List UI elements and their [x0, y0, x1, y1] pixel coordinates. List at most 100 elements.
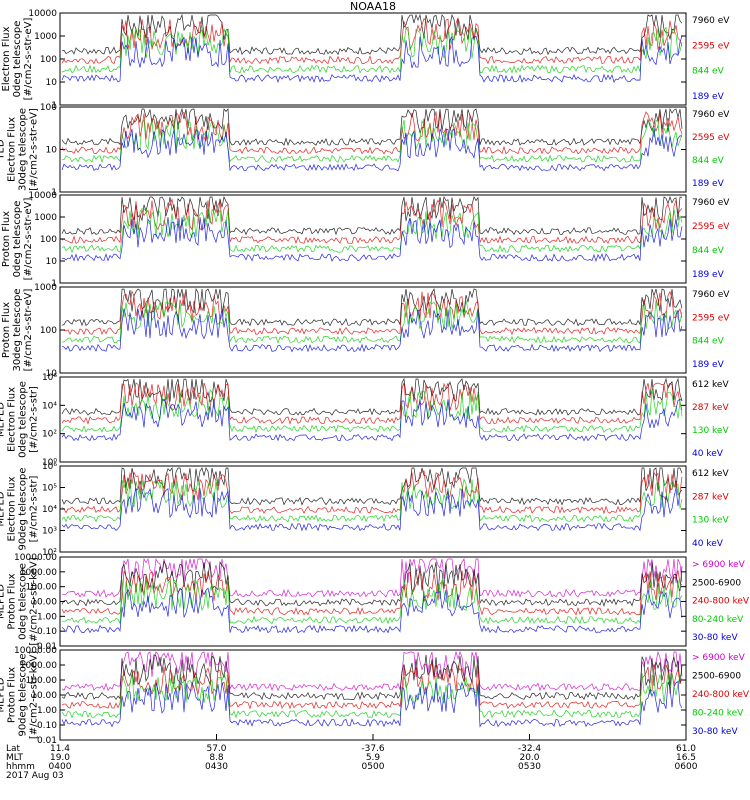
ylabel-line: [#/cm2-s-str]	[29, 475, 40, 542]
series-trace	[61, 680, 683, 728]
series-trace	[61, 308, 683, 353]
ylabel-line: MEPED	[0, 402, 7, 437]
ylabel-line: 0deg telescope	[18, 563, 29, 640]
ylabel-line: 90deg telescope	[18, 467, 29, 550]
panel-frame-1	[59, 12, 687, 106]
ytick-label: 10	[46, 257, 58, 267]
ylabel-line: 0deg telescope	[12, 201, 23, 278]
ylabel-line: Proton Flux	[1, 211, 12, 267]
xtick-hhmm: 0400	[49, 762, 72, 772]
ylabel-line: [#/cm2-s-str-keV]	[29, 557, 40, 645]
panel-ylabel-5: MEPEDElectron Flux0deg telescope[#/cm2-s…	[0, 381, 40, 458]
legend-entry: 7960 eV	[692, 290, 730, 300]
series-trace	[61, 389, 683, 434]
series-trace	[61, 467, 683, 506]
legend-entry: 287 keV	[692, 492, 729, 502]
ytick-label: 10000	[28, 191, 57, 201]
ylabel-line: Proton Flux	[7, 667, 18, 723]
ytick-label: 10⁶	[42, 462, 57, 472]
ytick-label: 100	[40, 55, 57, 65]
ylabel-line: [#/cm2-s-str]	[29, 386, 40, 453]
ytick-label: 0.10	[37, 627, 57, 637]
xtick-lat: 11.4	[50, 744, 70, 754]
ytick-label: 10000	[28, 9, 57, 19]
ylabel-line: [#/cm2-s-str-eV]	[29, 108, 40, 191]
legend-entry: 130 keV	[692, 426, 729, 436]
ylabel-line: [#/cm2-s-str-eV]	[23, 18, 34, 101]
ytick-label: 10²	[42, 548, 57, 558]
legend-entry: 844 eV	[692, 246, 725, 256]
panel-ylabel-8: MEPEDProton Flux90deg telescope[#/cm2-s-…	[0, 651, 40, 739]
legend-entry: 80-240 keV	[692, 615, 744, 625]
series-trace	[61, 198, 683, 244]
ytick-label: 1	[51, 279, 57, 289]
series-trace	[61, 35, 683, 84]
ytick-label: 10⁵	[42, 484, 57, 494]
legend-entry: 30-80 keV	[692, 727, 738, 737]
ylabel-line: Electron Flux	[1, 26, 12, 91]
panel-frame-6	[59, 465, 687, 553]
xtick-mlt: 20.0	[519, 753, 539, 763]
ytick-label: 10⁴	[42, 505, 57, 515]
panel-ylabel-4: Proton Flux30deg telescope[#/cm2-s-str-e…	[1, 288, 34, 371]
panel-ylabel-1: Electron Flux0deg telescope[#/cm2-s-str-…	[1, 18, 34, 101]
xtick-lat: 57.0	[206, 744, 226, 754]
series-trace	[62, 557, 683, 598]
legend-entry: 612 keV	[692, 469, 729, 479]
ytick-label: 100	[40, 235, 57, 245]
legend-entry: 844 eV	[692, 337, 725, 347]
series-trace	[61, 569, 683, 616]
ytick-label: 10⁴	[42, 401, 57, 411]
legend-entry: 189 eV	[692, 92, 725, 102]
ylabel-line: Electron Flux	[7, 117, 18, 182]
legend-entry: 7960 eV	[692, 16, 730, 26]
series-trace	[61, 207, 683, 254]
series-trace	[61, 17, 683, 65]
ytick-label: 1	[51, 101, 57, 111]
series-trace	[61, 377, 683, 416]
legend-entry: 2595 eV	[692, 133, 730, 143]
xtick-hhmm: 0530	[518, 762, 541, 772]
series-trace	[61, 128, 683, 172]
xtick-lat: -32.4	[518, 744, 542, 754]
xtick-hhmm: 0430	[205, 762, 228, 772]
panel-ylabel-6: MEPEDElectron Flux90deg telescope[#/cm2-…	[0, 467, 40, 550]
series-trace	[61, 587, 683, 634]
footer-row-label: Lat	[6, 744, 21, 754]
series-trace	[61, 382, 683, 425]
ylabel-line: Electron Flux	[7, 387, 18, 452]
legend-entry: 2500-6900	[692, 578, 741, 588]
chart-title: NOAA18	[350, 0, 396, 13]
series-trace	[61, 654, 683, 701]
xtick-hhmm: 0600	[675, 762, 698, 772]
xtick-mlt: 19.0	[50, 753, 70, 763]
legend-entry: 240-800 keV	[692, 597, 750, 607]
xtick-mlt: 5.9	[366, 753, 381, 763]
panel-frame-5	[59, 376, 687, 463]
legend-entry: 130 keV	[692, 516, 729, 526]
series-trace	[61, 579, 683, 625]
legend-entry: 240-800 keV	[692, 690, 750, 700]
ytick-label: 10³	[42, 527, 57, 537]
ytick-label: 10.00	[31, 691, 57, 701]
legend-entry: 189 eV	[692, 270, 725, 280]
legend-entry: 30-80 keV	[692, 633, 738, 643]
ytick-label: 10²	[42, 430, 57, 440]
legend-entry: 7960 eV	[692, 110, 730, 120]
series-trace	[61, 398, 683, 442]
ylabel-line: [#/cm2-s-str-eV]	[23, 198, 34, 281]
legend-entry: > 6900 keV	[692, 653, 746, 663]
panel-ylabel-3: Proton Flux0deg telescope[#/cm2-s-str-eV…	[1, 198, 34, 281]
legend-entry: 189 eV	[692, 360, 725, 370]
ytick-label: 1	[51, 188, 57, 198]
legend-entry: 40 keV	[692, 539, 724, 549]
ytick-label: 10	[46, 369, 58, 379]
series-trace	[61, 650, 683, 692]
ylabel-line: 0deg telescope	[18, 381, 29, 458]
series-trace	[61, 289, 683, 336]
legend-entry: 2595 eV	[692, 222, 730, 232]
ytick-label: 10	[46, 146, 58, 156]
ytick-label: 100.00	[26, 583, 58, 593]
xtick-mlt: 8.8	[209, 753, 224, 763]
